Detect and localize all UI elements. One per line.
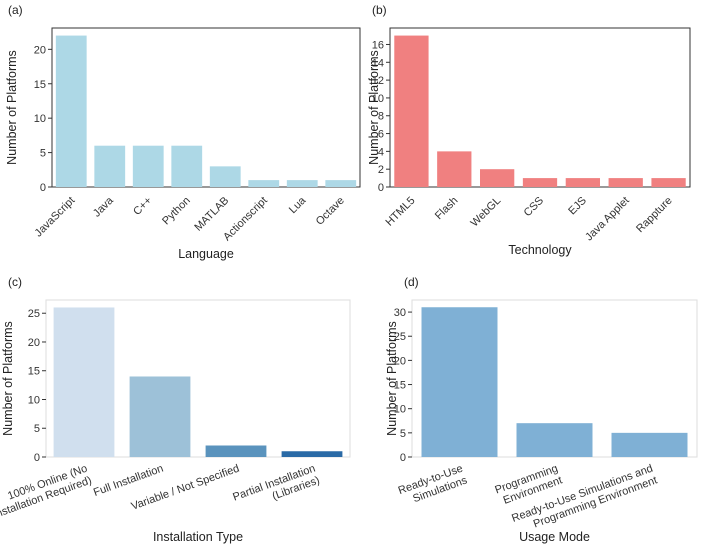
y-tick-label: 15 xyxy=(28,366,40,378)
x-tick-label: 100% Online (NoInstallation Required) xyxy=(0,463,93,522)
x-axis-title: Installation Type xyxy=(153,530,243,544)
y-axis-title: Number of Platforms xyxy=(5,50,19,165)
bar xyxy=(53,307,115,457)
y-tick-label: 30 xyxy=(394,307,406,319)
plot-frame xyxy=(389,27,691,188)
y-tick-label: 0 xyxy=(40,182,46,194)
x-tick-label: HTML5 xyxy=(384,195,418,229)
y-axis-title: Number of Platforms xyxy=(367,50,381,165)
y-tick-label: 5 xyxy=(34,423,40,435)
y-tick-label: 14 xyxy=(372,57,384,69)
y-tick-label: 6 xyxy=(378,129,384,141)
x-tick-label: Octave xyxy=(314,195,347,228)
x-tick-label: Rappture xyxy=(634,195,674,235)
x-tick-label: CSS xyxy=(522,195,546,219)
y-tick-label: 0 xyxy=(400,452,406,464)
y-tick-label: 20 xyxy=(28,337,40,349)
x-tick-label: MATLAB xyxy=(192,195,231,234)
bar xyxy=(129,376,191,457)
x-tick-label: Flash xyxy=(433,195,461,223)
x-tick-label: Java xyxy=(91,194,117,220)
x-axis-title: Language xyxy=(178,247,234,261)
plot-frame xyxy=(51,27,361,188)
x-tick-label: JavaScript xyxy=(33,195,78,240)
y-tick-label: 15 xyxy=(34,79,46,91)
y-tick-label: 5 xyxy=(40,148,46,160)
bar xyxy=(522,178,558,187)
bar xyxy=(281,451,343,457)
bar xyxy=(651,178,686,187)
x-axis-title: Usage Mode xyxy=(519,530,590,544)
bar xyxy=(325,180,357,187)
plot-frame xyxy=(45,299,351,458)
x-tick-label: C++ xyxy=(131,195,154,218)
bar xyxy=(286,180,318,187)
y-tick-label: 15 xyxy=(394,380,406,392)
bar xyxy=(171,145,203,187)
bar xyxy=(608,178,643,187)
bar xyxy=(394,35,429,188)
panel-label: (a) xyxy=(8,3,23,17)
bar xyxy=(248,180,280,187)
x-tick-label: Python xyxy=(160,195,193,228)
y-tick-label: 16 xyxy=(372,39,384,51)
y-tick-label: 10 xyxy=(34,113,46,125)
x-tick-label: Ready-to-UseSimulations xyxy=(397,462,470,509)
y-tick-label: 8 xyxy=(378,111,384,123)
y-tick-label: 20 xyxy=(34,44,46,56)
y-tick-label: 10 xyxy=(28,394,40,406)
bar xyxy=(437,151,472,187)
y-tick-label: 20 xyxy=(394,355,406,367)
y-tick-label: 12 xyxy=(372,75,384,87)
bar xyxy=(565,178,600,187)
bar xyxy=(205,445,267,457)
x-tick-label: Lua xyxy=(287,194,309,216)
x-tick-label: EJS xyxy=(566,195,589,218)
panel-label: (c) xyxy=(8,275,22,289)
panel-label: (d) xyxy=(404,275,419,289)
bar xyxy=(55,35,87,188)
y-tick-label: 0 xyxy=(378,182,384,194)
y-tick-label: 25 xyxy=(394,331,406,343)
y-tick-label: 2 xyxy=(378,164,384,176)
y-axis-title: Number of Platforms xyxy=(385,321,399,436)
bar xyxy=(421,307,498,457)
y-tick-label: 25 xyxy=(28,308,40,320)
panel-label: (b) xyxy=(372,3,387,17)
x-axis-title: Technology xyxy=(508,243,572,257)
x-tick-label: Java Applet xyxy=(583,195,632,244)
y-tick-label: 5 xyxy=(400,428,406,440)
y-tick-label: 4 xyxy=(378,146,384,158)
bar xyxy=(132,145,164,187)
y-axis-title: Number of Platforms xyxy=(1,321,15,436)
x-tick-label: WebGL xyxy=(469,195,504,230)
bar xyxy=(516,423,593,457)
bar xyxy=(611,432,688,457)
y-tick-label: 0 xyxy=(34,452,40,464)
bar xyxy=(480,169,515,187)
bar xyxy=(209,166,241,187)
bar xyxy=(94,145,126,187)
y-tick-label: 10 xyxy=(372,93,384,105)
x-tick-label: Partial Installation(Libraries) xyxy=(231,463,321,516)
y-tick-label: 10 xyxy=(394,404,406,416)
